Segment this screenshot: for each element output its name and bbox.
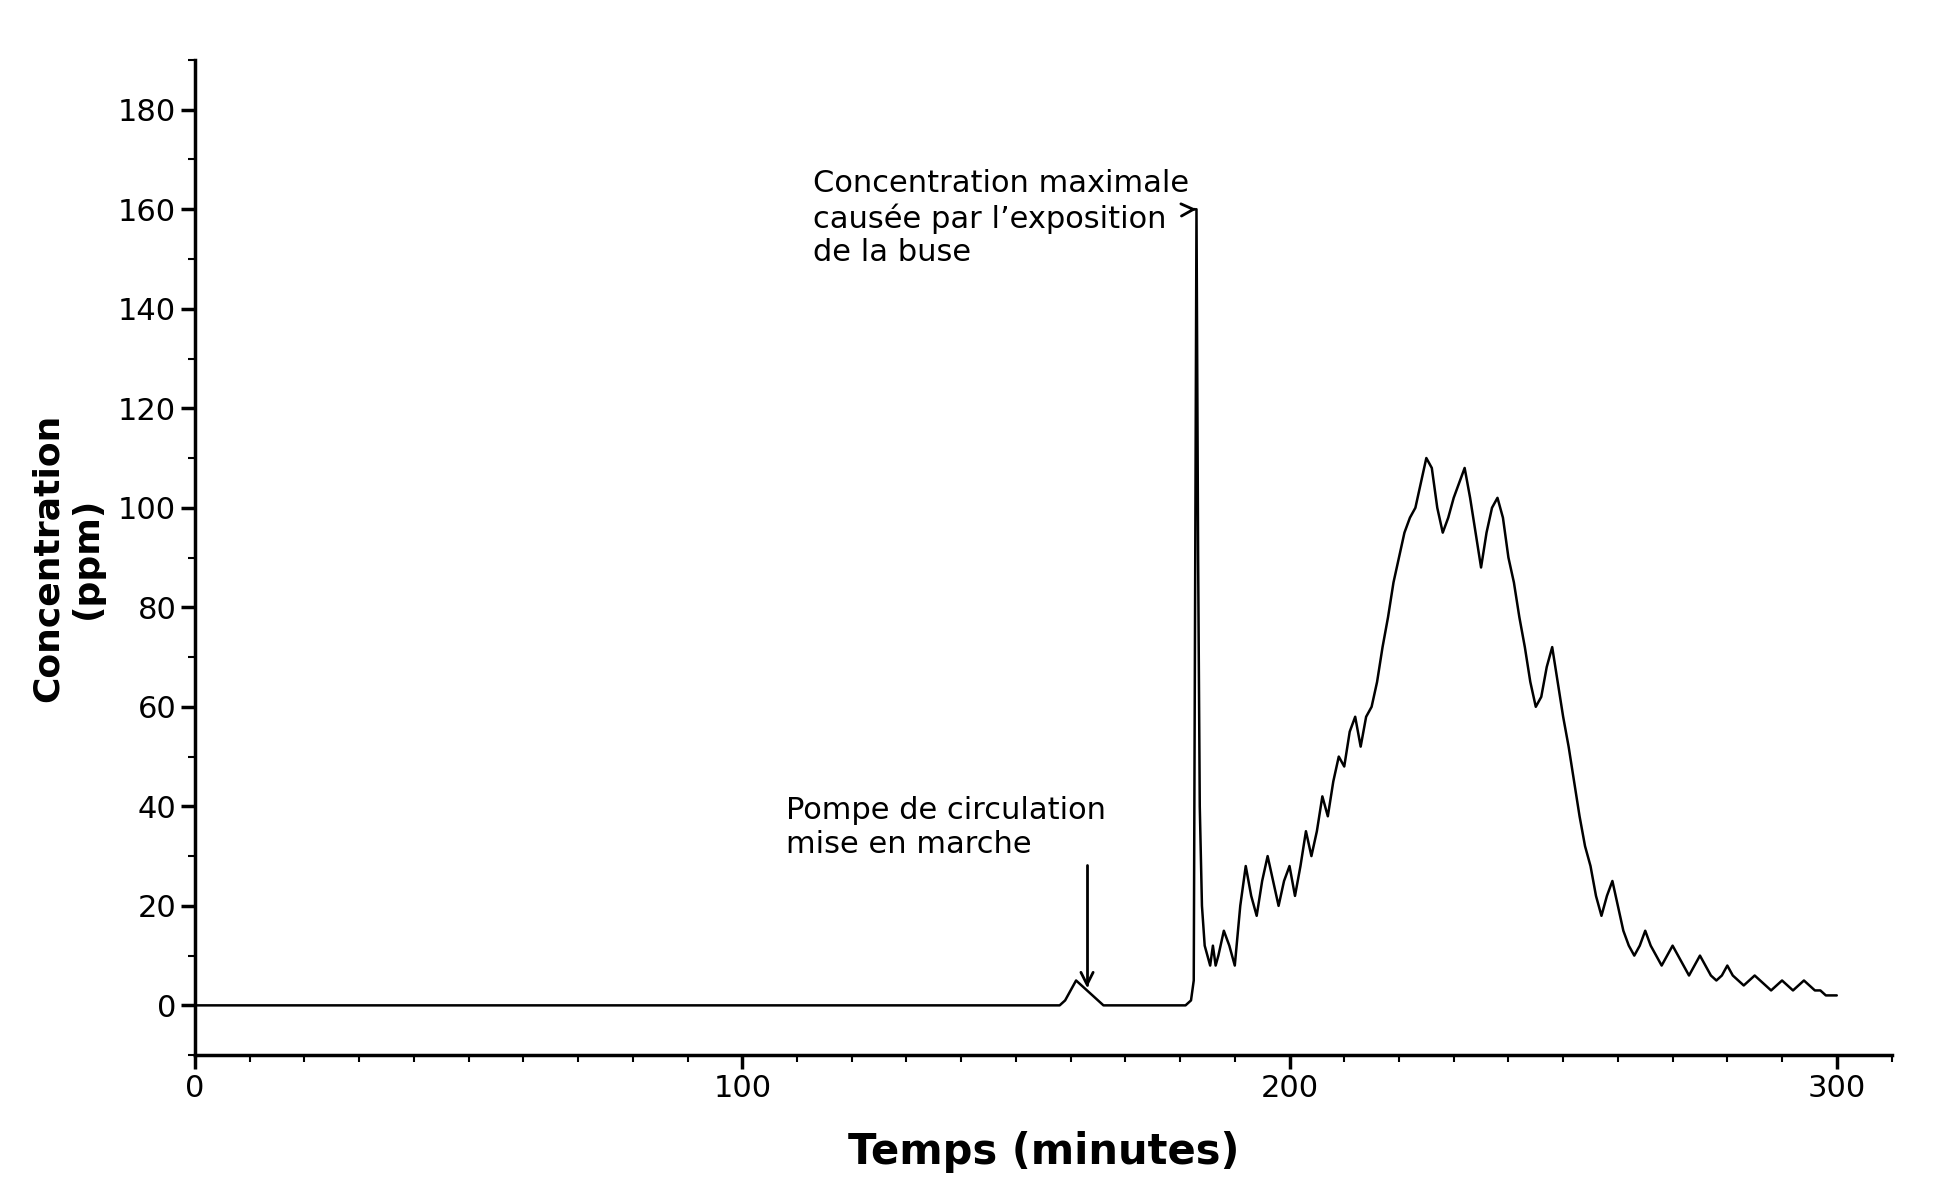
Text: Concentration maximale
causée par l’exposition
de la buse: Concentration maximale causée par l’expo… [813,169,1195,267]
X-axis label: Temps (minutes): Temps (minutes) [848,1131,1238,1173]
Y-axis label: Concentration
(ppm): Concentration (ppm) [31,414,103,701]
Text: Pompe de circulation
mise en marche: Pompe de circulation mise en marche [786,796,1106,984]
